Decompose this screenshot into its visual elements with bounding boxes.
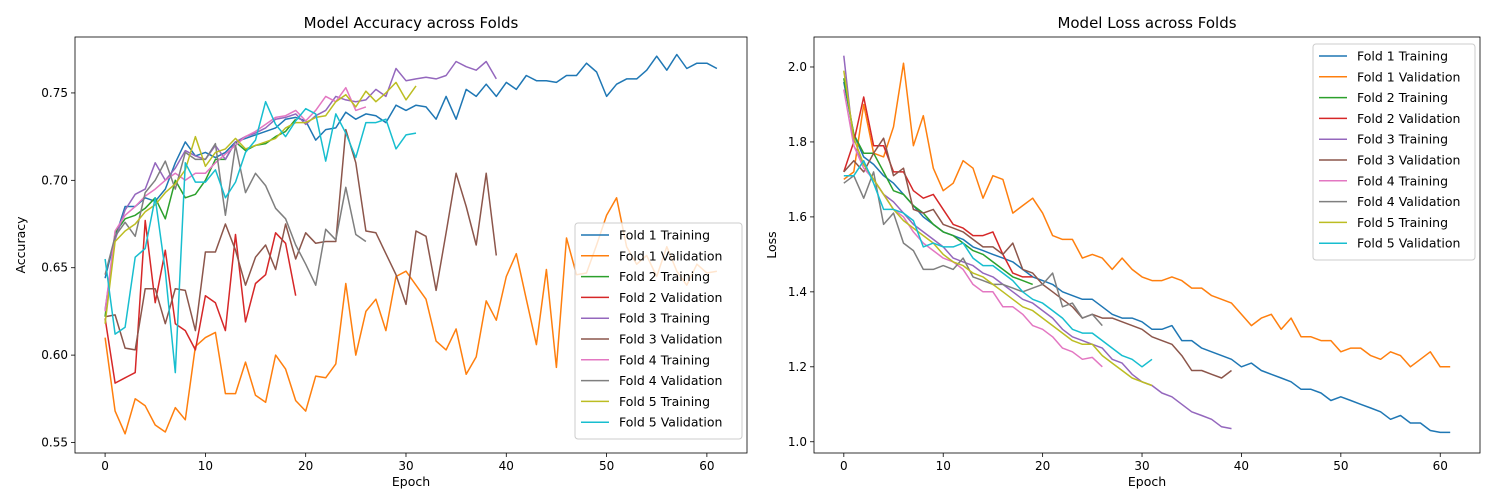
y-tick-label: 1.6 bbox=[788, 210, 807, 224]
x-axis-label: Epoch bbox=[1128, 474, 1166, 489]
series-line-fold-5-training bbox=[104, 81, 417, 324]
legend-entry: Fold 2 Training bbox=[619, 269, 710, 284]
y-tick-label: 1.2 bbox=[788, 360, 807, 374]
legend-entry: Fold 2 Validation bbox=[1357, 111, 1460, 126]
series-lines bbox=[104, 53, 718, 435]
series-line-fold-2-validation bbox=[843, 96, 1033, 278]
series-line-fold-5-training bbox=[843, 70, 1153, 387]
loss-chart: Model Loss across Folds 0 10 20 30 40 50 60 1.0 1… bbox=[764, 14, 1481, 489]
series-line-fold-4-validation bbox=[104, 142, 367, 286]
y-axis-label: Accuracy bbox=[13, 216, 28, 274]
legend-entry: Fold 4 Training bbox=[1357, 173, 1448, 188]
series-line-fold-3-validation bbox=[843, 137, 1232, 379]
y-tick-label: 0.70 bbox=[41, 173, 68, 187]
series-line-fold-3-training bbox=[104, 60, 497, 310]
x-tick-label: 30 bbox=[1134, 459, 1149, 473]
series-lines bbox=[843, 55, 1451, 434]
x-axis-label: Epoch bbox=[392, 474, 430, 489]
series-line-fold-3-validation bbox=[104, 128, 498, 351]
series-line-fold-2-training bbox=[104, 118, 297, 317]
y-tick-label: 0.55 bbox=[41, 436, 68, 450]
x-tick-label: 30 bbox=[398, 459, 413, 473]
y-axis-label: Loss bbox=[764, 231, 779, 258]
y-tick-label: 1.4 bbox=[788, 285, 807, 299]
legend-entry: Fold 1 Training bbox=[1357, 49, 1448, 64]
legend-entry: Fold 5 Training bbox=[619, 394, 710, 409]
series-line-fold-1-validation bbox=[104, 197, 718, 435]
chart-title: Model Accuracy across Folds bbox=[304, 14, 519, 32]
legend-entry: Fold 1 Training bbox=[619, 228, 710, 243]
x-tick-label: 50 bbox=[599, 459, 614, 473]
x-tick-label: 10 bbox=[198, 459, 213, 473]
chart-title: Model Loss across Folds bbox=[1057, 14, 1236, 32]
legend-entry: Fold 5 Validation bbox=[619, 415, 722, 430]
legend-entry: Fold 4 Validation bbox=[619, 373, 722, 388]
legend-frame bbox=[574, 222, 743, 440]
y-tick-label: 0.65 bbox=[41, 261, 68, 275]
x-tick-label: 60 bbox=[1433, 459, 1448, 473]
legend-entry: Fold 3 Training bbox=[619, 311, 710, 326]
series-line-fold-4-training bbox=[843, 89, 1103, 368]
plot-frame bbox=[74, 36, 748, 454]
legend-entry: Fold 2 Validation bbox=[619, 290, 722, 305]
legend-entry: Fold 5 Training bbox=[1357, 215, 1448, 230]
series-line-fold-3-training bbox=[843, 55, 1232, 430]
series-line-fold-5-validation bbox=[843, 159, 1153, 368]
series-line-fold-4-validation bbox=[843, 171, 1103, 327]
legend-entry: Fold 2 Training bbox=[1357, 90, 1448, 105]
legend-entry: Fold 3 Training bbox=[1357, 132, 1448, 147]
legend-entry: Fold 5 Validation bbox=[1357, 236, 1460, 251]
y-tick-label: 0.60 bbox=[41, 348, 68, 362]
x-tick-label: 0 bbox=[101, 459, 109, 473]
legend: Fold 1 Training Fold 1 Validation Fold 2 T… bbox=[574, 222, 743, 440]
series-line-fold-2-validation bbox=[104, 219, 297, 384]
legend: Fold 1 Training Fold 1 Validation Fold 2 T… bbox=[1312, 43, 1476, 261]
series-line-fold-1-validation bbox=[843, 62, 1451, 368]
x-tick-label: 40 bbox=[499, 459, 514, 473]
legend-entry: Fold 4 Validation bbox=[1357, 194, 1460, 209]
y-tick-label: 1.0 bbox=[788, 435, 807, 449]
x-tick-label: 0 bbox=[840, 459, 848, 473]
legend-entry: Fold 3 Validation bbox=[1357, 153, 1460, 168]
y-tick-label: 1.8 bbox=[788, 135, 807, 149]
x-tick-label: 20 bbox=[1035, 459, 1050, 473]
series-line-fold-2-training bbox=[843, 78, 1033, 286]
legend-frame bbox=[1312, 43, 1476, 261]
series-line-fold-5-validation bbox=[104, 100, 417, 374]
x-tick-label: 60 bbox=[699, 459, 714, 473]
plot-frame bbox=[813, 36, 1481, 454]
x-tick-label: 10 bbox=[936, 459, 951, 473]
legend-entry: Fold 1 Validation bbox=[619, 248, 722, 263]
y-tick-label: 0.75 bbox=[41, 86, 68, 100]
legend-entry: Fold 3 Validation bbox=[619, 332, 722, 347]
x-tick-label: 40 bbox=[1234, 459, 1249, 473]
series-line-fold-1-training bbox=[104, 53, 718, 279]
legend-entry: Fold 4 Training bbox=[619, 352, 710, 367]
x-tick-label: 20 bbox=[298, 459, 313, 473]
x-tick-label: 50 bbox=[1333, 459, 1348, 473]
legend-entry: Fold 1 Validation bbox=[1357, 69, 1460, 84]
y-tick-label: 2.0 bbox=[788, 60, 807, 74]
accuracy-chart: Model Accuracy across Folds 0 10 20 30 40 50 60… bbox=[13, 14, 748, 489]
